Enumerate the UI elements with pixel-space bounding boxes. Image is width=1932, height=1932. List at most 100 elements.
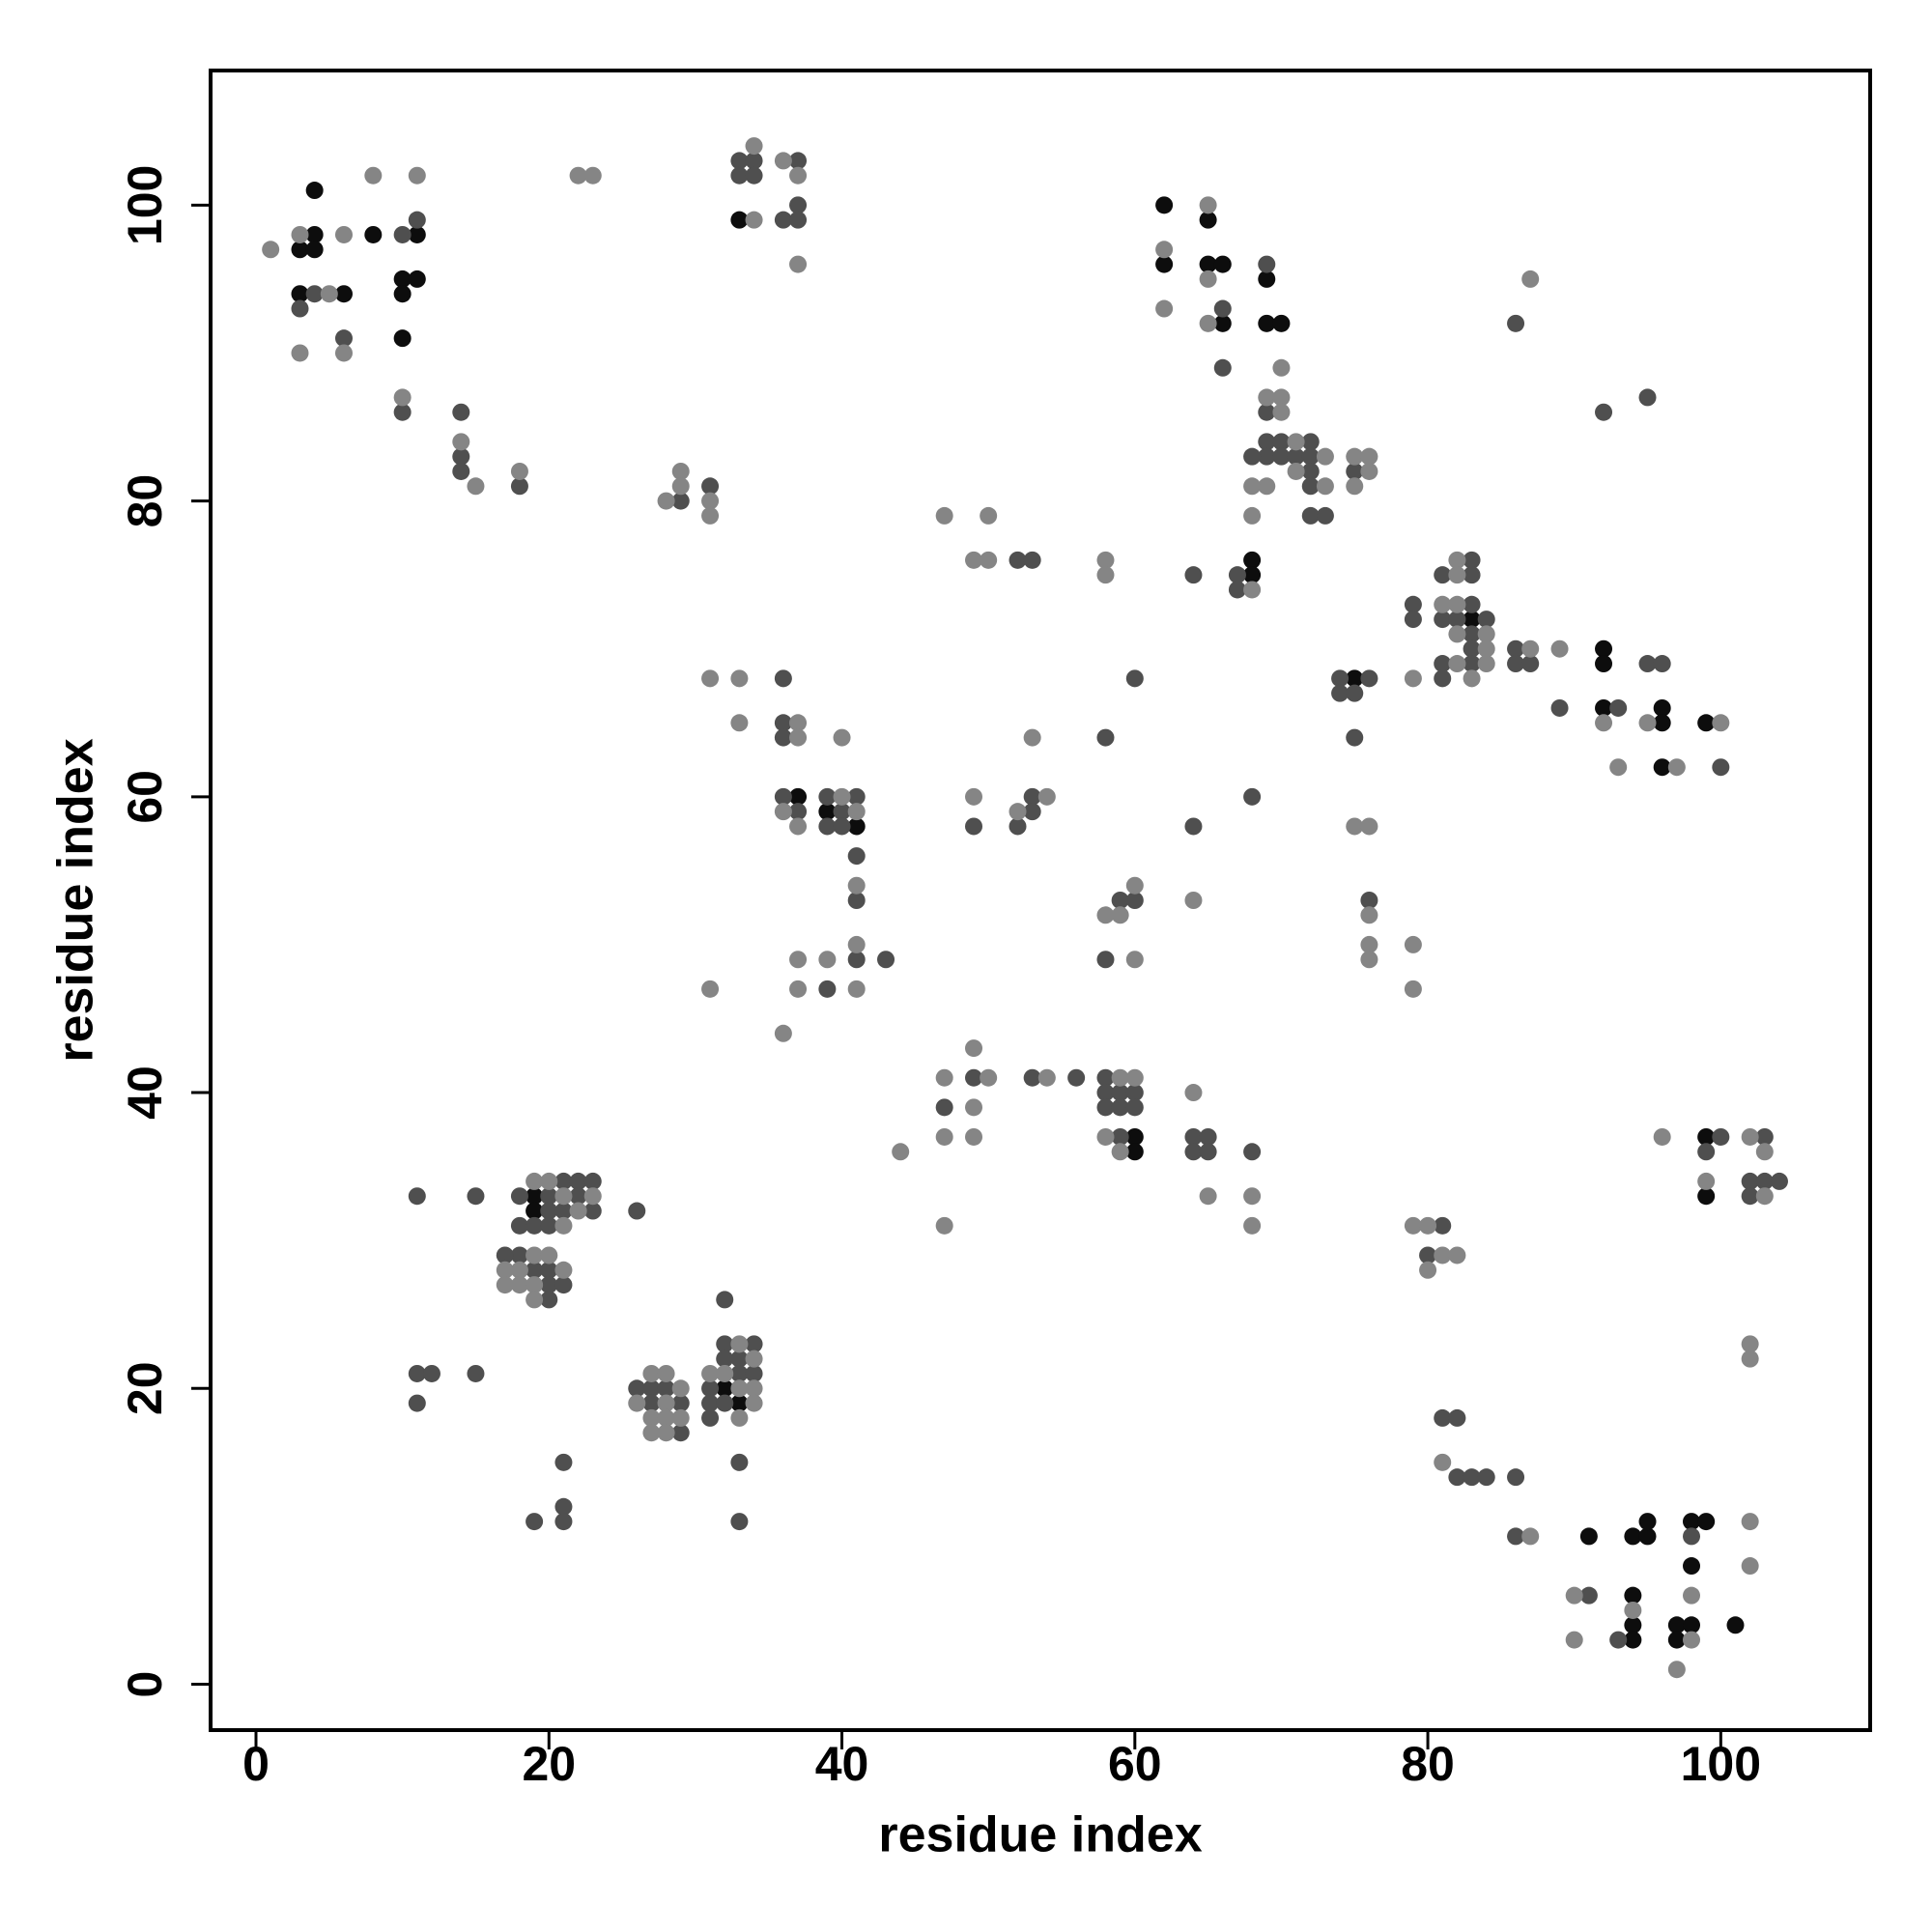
point — [1638, 388, 1657, 407]
point — [1697, 1143, 1716, 1161]
point — [1755, 1127, 1774, 1146]
point — [1579, 1527, 1598, 1546]
point — [730, 1335, 749, 1353]
point — [730, 166, 749, 185]
point — [1360, 669, 1378, 688]
point — [1477, 611, 1495, 629]
point — [1360, 447, 1378, 466]
point — [1741, 1557, 1759, 1576]
point — [1243, 551, 1262, 569]
point — [1550, 639, 1569, 658]
point — [1448, 595, 1466, 613]
point — [1272, 314, 1291, 332]
point — [730, 669, 749, 688]
point — [526, 1172, 544, 1190]
point — [583, 1187, 602, 1206]
point — [1346, 477, 1364, 496]
point — [422, 1364, 440, 1382]
point — [1184, 1084, 1203, 1102]
point — [526, 1216, 544, 1235]
point — [774, 1024, 792, 1042]
point — [526, 1202, 544, 1220]
point — [892, 1143, 910, 1161]
point — [467, 1187, 485, 1206]
point — [1199, 211, 1217, 229]
point — [1258, 477, 1276, 496]
point — [393, 225, 412, 243]
point — [291, 285, 309, 303]
point — [847, 876, 866, 895]
point — [554, 1276, 573, 1294]
point — [1683, 1527, 1701, 1546]
point — [935, 506, 953, 525]
point — [1287, 462, 1305, 480]
point — [1667, 1661, 1686, 1679]
point — [1213, 255, 1232, 273]
point — [847, 803, 866, 821]
point — [1404, 611, 1422, 629]
point — [642, 1364, 661, 1382]
point — [1550, 698, 1569, 717]
point — [671, 1379, 690, 1398]
point — [774, 728, 792, 747]
point — [1199, 255, 1217, 273]
point — [818, 951, 837, 969]
point — [1448, 566, 1466, 584]
point — [364, 166, 383, 185]
point — [1125, 1068, 1144, 1087]
point — [1243, 1216, 1262, 1235]
point — [818, 787, 837, 806]
point — [1360, 935, 1378, 953]
point — [393, 270, 412, 288]
point — [847, 787, 866, 806]
point — [1463, 611, 1481, 629]
point — [1448, 1408, 1466, 1427]
point — [1096, 951, 1115, 969]
point — [657, 1379, 675, 1398]
point — [452, 462, 470, 480]
point — [1213, 299, 1232, 318]
point — [1755, 1187, 1774, 1206]
y-tick-label: 80 — [118, 474, 172, 528]
point — [1184, 892, 1203, 909]
point — [1697, 1172, 1716, 1190]
point — [1712, 714, 1730, 732]
point — [774, 714, 792, 732]
point — [965, 1098, 983, 1117]
point — [496, 1276, 514, 1294]
point — [1096, 1127, 1115, 1146]
point — [1463, 566, 1481, 584]
point — [730, 1379, 749, 1398]
point — [393, 388, 412, 407]
point — [1683, 1557, 1701, 1576]
point — [1023, 728, 1041, 747]
point — [1741, 1187, 1759, 1206]
point — [1477, 639, 1495, 658]
point — [1477, 625, 1495, 643]
point — [1434, 1216, 1452, 1235]
point — [1213, 314, 1232, 332]
point — [1096, 906, 1115, 924]
point — [789, 196, 808, 214]
point — [526, 1187, 544, 1206]
point — [1155, 255, 1174, 273]
point — [569, 166, 587, 185]
point — [1096, 1084, 1115, 1102]
point — [774, 803, 792, 821]
point — [1155, 299, 1174, 318]
point — [935, 1216, 953, 1235]
point — [540, 1216, 558, 1235]
point — [305, 241, 324, 259]
point — [628, 1379, 646, 1398]
point — [1741, 1127, 1759, 1146]
point — [1434, 1453, 1452, 1471]
point — [1755, 1172, 1774, 1190]
point — [701, 477, 720, 496]
point — [965, 551, 983, 569]
point — [1624, 1631, 1642, 1649]
point — [1507, 314, 1525, 332]
point — [833, 728, 851, 747]
point — [554, 1513, 573, 1531]
point — [1653, 714, 1671, 732]
